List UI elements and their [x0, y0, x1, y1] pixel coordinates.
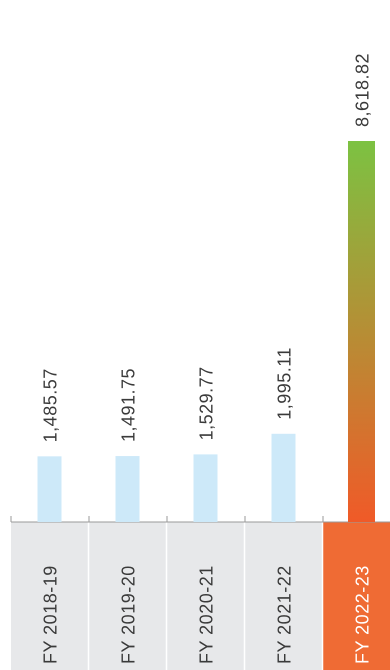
value-label: 1,485.57 [41, 368, 61, 442]
category-cell [245, 522, 322, 670]
value-label: 1,529.77 [197, 366, 217, 440]
bar-series [37, 141, 375, 522]
category-label: FY 2018-19 [41, 565, 61, 664]
bar [115, 456, 140, 522]
value-label: 8,618.82 [353, 53, 373, 127]
category-label: FY 2019-20 [119, 565, 139, 664]
value-label: 1,995.11 [275, 347, 295, 420]
category-cell [89, 522, 166, 670]
category-label: FY 2020-21 [197, 565, 217, 664]
bar [193, 454, 218, 522]
bar [271, 433, 296, 522]
category-cell [11, 522, 88, 670]
category-cells [11, 522, 390, 670]
value-label: 1,491.75 [119, 368, 139, 442]
category-cell [167, 522, 244, 670]
category-cell [323, 522, 390, 670]
category-label: FY 2021-22 [275, 565, 295, 664]
bar [348, 141, 375, 522]
value-labels: FY 2018-19 1,485.57 FY 2019-20 1,491.75 FY 2… [41, 53, 373, 664]
category-label: FY 2022-23 [353, 565, 373, 664]
bar [37, 456, 62, 522]
